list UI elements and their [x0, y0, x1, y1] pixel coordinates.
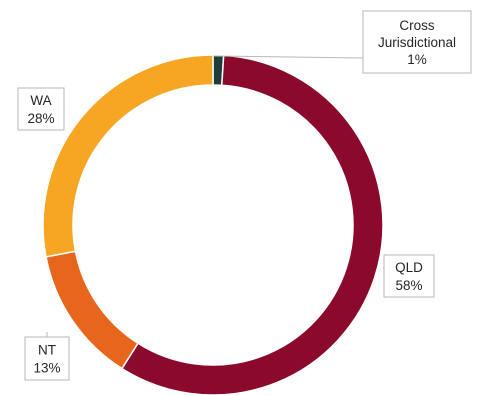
callout-box-cross-jurisdictional: [362, 10, 472, 74]
callout-cross-jurisdictional: Cross Jurisdictional 1%: [212, 10, 472, 74]
callout-nt: NT 13%: [24, 332, 70, 381]
callout-box-nt: [24, 336, 70, 381]
data-label-pct-wa: 28%: [27, 111, 54, 126]
callout-wa: WA 28%: [17, 87, 65, 131]
data-label-cross-jurisdictional: Jurisdictional: [378, 35, 456, 50]
data-label-wa: WA: [30, 93, 51, 108]
data-label-qld: QLD: [395, 260, 423, 275]
data-label-cross-jurisdictional: Cross: [399, 18, 435, 33]
slice-qld: [120, 54, 384, 396]
donut-callouts: Cross Jurisdictional 1% QLD 58% NT 13% WA 28%: [17, 10, 472, 381]
leader-line-cross-jurisdictional: [212, 55, 364, 59]
data-label-pct-qld: 58%: [395, 278, 422, 293]
callout-box-wa: [17, 87, 65, 131]
data-label-nt: NT: [38, 343, 56, 358]
callout-box-qld: [383, 254, 435, 298]
callout-qld: QLD 58%: [383, 254, 435, 298]
data-label-pct-nt: 13%: [33, 361, 60, 376]
donut-slices: [42, 54, 384, 396]
slice-wa: [42, 54, 214, 258]
data-label-pct-cross-jurisdictional: 1%: [407, 52, 427, 67]
